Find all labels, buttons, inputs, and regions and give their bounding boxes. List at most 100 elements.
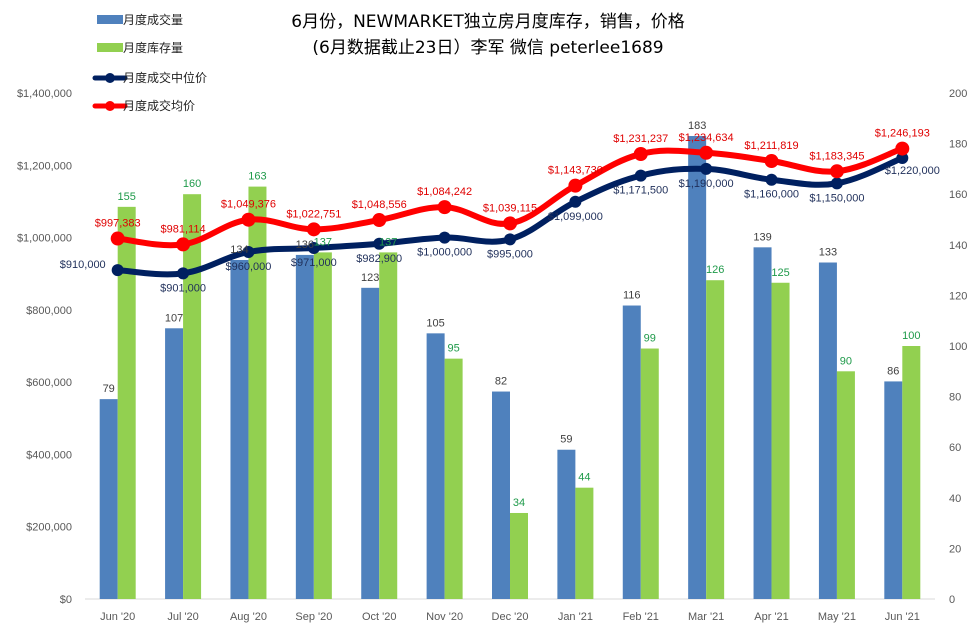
line-label-average: $1,022,751 xyxy=(286,208,341,220)
line-label-median: $960,000 xyxy=(226,261,272,273)
bar-label-inventory: 160 xyxy=(183,178,201,190)
legend-swatch-marker xyxy=(105,73,115,83)
lines xyxy=(110,141,910,280)
bar-label-sales: 139 xyxy=(753,231,771,243)
x-axis-tick-label: Jun '21 xyxy=(885,611,920,623)
right-axis-tick-label: 140 xyxy=(949,240,967,252)
point-median xyxy=(177,267,190,280)
bar-sales xyxy=(622,305,641,599)
point-average xyxy=(699,145,714,160)
point-median xyxy=(634,169,647,182)
line-label-median: $1,220,000 xyxy=(885,165,940,177)
x-axis-tick-label: Sep '20 xyxy=(295,611,332,623)
point-median xyxy=(307,242,320,255)
point-average xyxy=(176,237,191,252)
bar-sales xyxy=(557,449,576,599)
left-axis-tick-label: $0 xyxy=(60,594,72,606)
bar-inventory xyxy=(836,371,855,599)
point-average xyxy=(110,231,125,246)
x-axis-tick-label: Feb '21 xyxy=(623,611,659,623)
bar-label-inventory: 163 xyxy=(248,171,266,183)
x-axis-tick-label: Aug '20 xyxy=(230,611,267,623)
point-average xyxy=(633,146,648,161)
line-label-median: $901,000 xyxy=(160,282,206,294)
bar-label-sales: 136 xyxy=(296,239,314,251)
bar-sales xyxy=(165,328,184,599)
point-median xyxy=(896,152,909,165)
point-average xyxy=(437,200,452,215)
right-axis-tick-label: 20 xyxy=(949,543,961,555)
right-axis-tick-label: 120 xyxy=(949,290,967,302)
bar-label-inventory: 155 xyxy=(118,191,136,203)
point-average xyxy=(895,141,910,156)
point-average xyxy=(829,164,844,179)
line-label-median: $995,000 xyxy=(487,248,533,260)
point-median xyxy=(830,177,843,190)
bar-inventory xyxy=(248,186,267,600)
bar-label-sales: 59 xyxy=(560,434,572,446)
legend-entry: 月度成交量 xyxy=(123,12,183,27)
bar-inventory xyxy=(902,346,921,599)
line-label-median: $910,000 xyxy=(60,259,106,271)
bar-label-inventory: 125 xyxy=(771,267,789,279)
bar-label-sales: 79 xyxy=(103,383,115,395)
line-label-median: $1,190,000 xyxy=(679,178,734,190)
point-average xyxy=(306,222,321,237)
x-axis-tick-label: Jan '21 xyxy=(558,611,593,623)
bar-sales xyxy=(753,247,772,599)
left-axis-tick-label: $1,400,000 xyxy=(17,88,72,100)
bar-inventory xyxy=(640,348,659,599)
bar-sales xyxy=(492,391,510,599)
legend-entry: 月度库存量 xyxy=(123,40,183,55)
bar-label-sales: 134 xyxy=(230,244,248,256)
bar-label-sales: 86 xyxy=(887,365,899,377)
bar-inventory xyxy=(706,280,725,599)
bar-inventory xyxy=(771,282,790,599)
point-median xyxy=(700,162,713,175)
x-axis-tick-label: Mar '21 xyxy=(688,611,724,623)
bar-label-sales: 107 xyxy=(165,312,183,324)
bar-label-inventory: 44 xyxy=(578,472,590,484)
point-median xyxy=(504,233,516,246)
left-axis-tick-label: $800,000 xyxy=(26,305,72,317)
legend-swatch xyxy=(97,15,123,24)
bar-label-inventory: 100 xyxy=(902,330,920,342)
right-axis-tick-label: 180 xyxy=(949,139,967,151)
point-median xyxy=(242,246,255,259)
point-average xyxy=(503,216,517,231)
point-median xyxy=(373,237,386,250)
point-median xyxy=(765,173,778,186)
x-axis-tick-label: Apr '21 xyxy=(754,611,789,623)
line-label-average: $1,231,237 xyxy=(613,133,668,145)
bar-label-inventory: 137 xyxy=(314,236,332,248)
left-axis-tick-label: $1,000,000 xyxy=(17,233,72,245)
bar-sales xyxy=(688,136,707,599)
left-axis-tick-label: $200,000 xyxy=(26,522,72,534)
line-label-median: $1,150,000 xyxy=(809,192,864,204)
point-average xyxy=(568,178,583,193)
line-label-average: $981,114 xyxy=(161,223,206,235)
line-label-average: $1,048,556 xyxy=(352,199,407,211)
bar-label-inventory: 99 xyxy=(644,333,656,345)
bar-inventory xyxy=(444,358,463,599)
left-axis-tick-label: $400,000 xyxy=(26,449,72,461)
x-axis-tick-label: Nov '20 xyxy=(426,611,463,623)
point-median xyxy=(438,231,451,244)
bar-sales xyxy=(818,262,837,599)
bar-label-inventory: 90 xyxy=(840,355,852,367)
line-label-average: $997,383 xyxy=(95,218,141,230)
bars xyxy=(99,136,921,600)
line-label-median: $1,099,000 xyxy=(548,211,603,223)
bar-label-sales: 133 xyxy=(819,247,837,259)
bar-label-sales: 105 xyxy=(426,317,444,329)
chart-title-line1: 6月份，NEWMARKET独立房月度库存，销售，价格 xyxy=(291,12,684,32)
legend-swatch xyxy=(97,43,123,52)
x-axis-tick-label: May '21 xyxy=(818,611,856,623)
bar-label-sales: 116 xyxy=(623,290,641,302)
line-label-average: $1,049,376 xyxy=(221,199,276,211)
point-average xyxy=(372,213,387,228)
bar-label-inventory: 137 xyxy=(379,236,397,248)
chart-title-line2: (6月数据截止23日）李军 微信 peterlee1689 xyxy=(312,38,663,58)
